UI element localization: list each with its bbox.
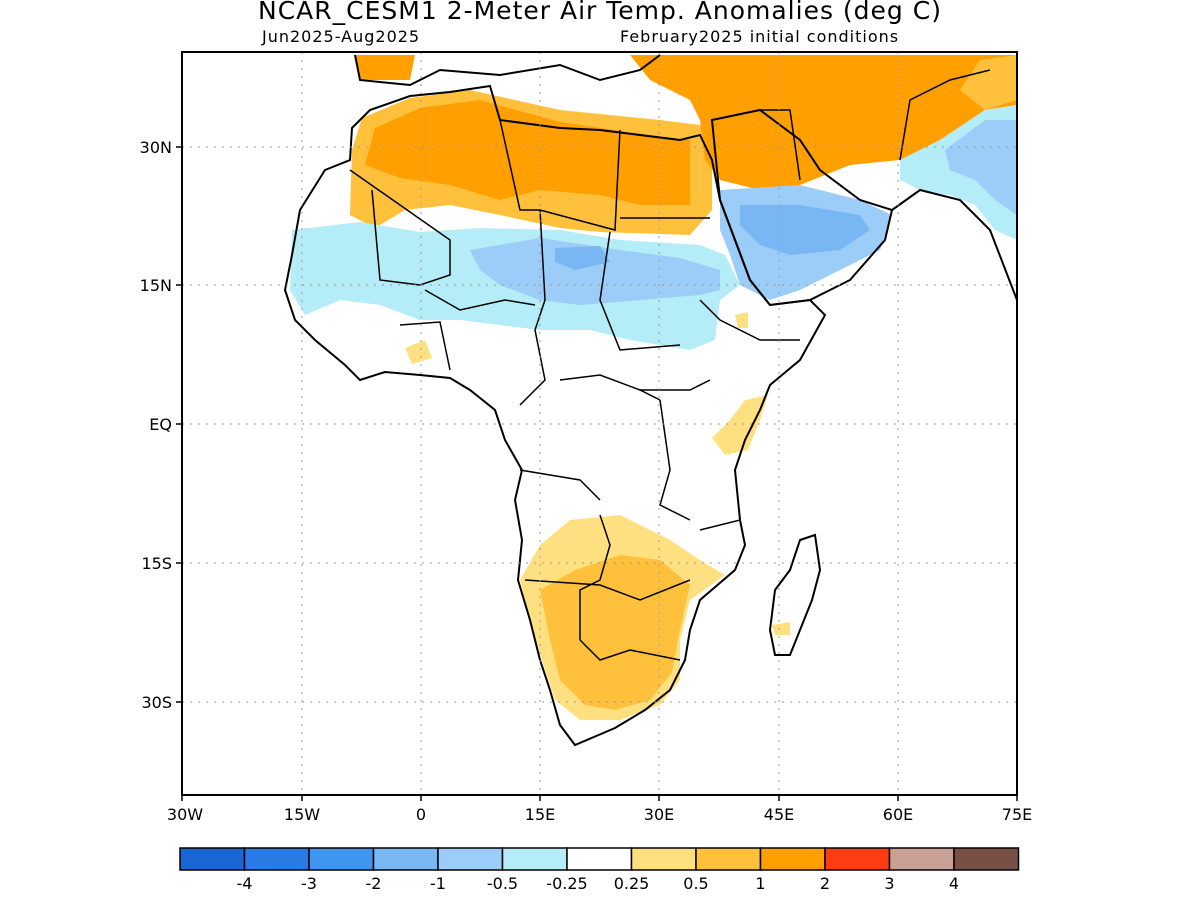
warm-anomaly-southern-africa-core [540, 555, 690, 710]
europe-coastline [354, 54, 661, 87]
arabia-coastline [710, 108, 894, 307]
lon-label: 45E [764, 805, 794, 824]
lon-label: 30E [644, 805, 674, 824]
colorbar-label: 0.5 [683, 874, 708, 893]
colorbar-label: 0.25 [614, 874, 650, 893]
cool-anomaly-sahel-core [470, 238, 720, 305]
colorbar-swatch [179, 847, 246, 871]
lat-label: 15N [140, 276, 172, 295]
lat-label: 30S [141, 693, 172, 712]
africa-coastline [283, 84, 827, 747]
colorbar-label: -0.5 [487, 874, 518, 893]
cool-anomaly-india-core [945, 120, 1017, 215]
colorbar-swatch [372, 847, 439, 871]
warm-anomaly-mediterranean [355, 55, 415, 80]
warm-anomaly-east [960, 55, 1017, 110]
colorbar-label: 4 [949, 874, 959, 893]
graticule [182, 52, 1017, 795]
colorbar-label: -3 [301, 874, 317, 893]
cool-anomaly-arabia-core [740, 205, 870, 255]
forecast-period: Jun2025-Aug2025 [262, 27, 421, 46]
madagascar-coastline [768, 533, 822, 656]
colorbar-label: -2 [366, 874, 382, 893]
warm-anomaly-ethiopia [735, 312, 748, 328]
colorbar-label: 3 [884, 874, 894, 893]
lat-label: EQ [149, 415, 172, 434]
colorbar-swatch [695, 847, 762, 871]
warm-anomaly-sahara-core [365, 100, 690, 205]
colorbar-swatch [953, 847, 1020, 871]
country-borders [349, 69, 991, 661]
lat-label: 30N [140, 138, 172, 157]
warm-anomaly-europe-asia [630, 55, 1017, 190]
warm-anomaly-madagascar [772, 622, 790, 635]
lon-label: 75E [1002, 805, 1032, 824]
colorbar-swatch [501, 847, 568, 871]
lon-label: 0 [416, 805, 426, 824]
colorbar-swatch [759, 847, 826, 871]
lon-label: 15W [284, 805, 320, 824]
colorbar-swatch [888, 847, 955, 871]
tick-marks [176, 146, 1018, 801]
colorbar-swatch [437, 847, 504, 871]
colorbar-swatch [630, 847, 697, 871]
colorbar-label: -0.25 [546, 874, 587, 893]
initial-conditions: February2025 initial conditions [620, 27, 900, 46]
colorbar-swatch [566, 847, 633, 871]
latitude-labels: 30N 15N EQ 15S 30S [140, 138, 172, 712]
anomaly-fields [290, 55, 1017, 720]
colorbar-label: -1 [430, 874, 446, 893]
asia-coastline [891, 188, 1018, 301]
lon-label: 15E [525, 805, 555, 824]
map-title: NCAR_CESM1 2-Meter Air Temp. Anomalies (… [258, 0, 942, 25]
colorbar-legend: -4 -3 -2 -1 -0.5 -0.25 0.25 0.5 1 2 3 4 [179, 847, 1020, 893]
coastlines [283, 54, 1018, 747]
lon-label: 60E [883, 805, 913, 824]
longitude-labels: 30W 15W 0 15E 30E 45E 60E 75E [167, 805, 1032, 824]
colorbar-swatch [243, 847, 310, 871]
warm-anomaly-ghana [405, 340, 432, 364]
colorbar-swatch [308, 847, 375, 871]
warm-anomaly-kenya [712, 395, 768, 455]
cool-anomaly-sahel-spot [555, 246, 610, 270]
colorbar-swatch [824, 847, 891, 871]
lat-label: 15S [141, 554, 172, 573]
lon-label: 30W [167, 805, 203, 824]
colorbar-label: 1 [755, 874, 765, 893]
colorbar-label: 2 [820, 874, 830, 893]
colorbar-label: -4 [237, 874, 253, 893]
